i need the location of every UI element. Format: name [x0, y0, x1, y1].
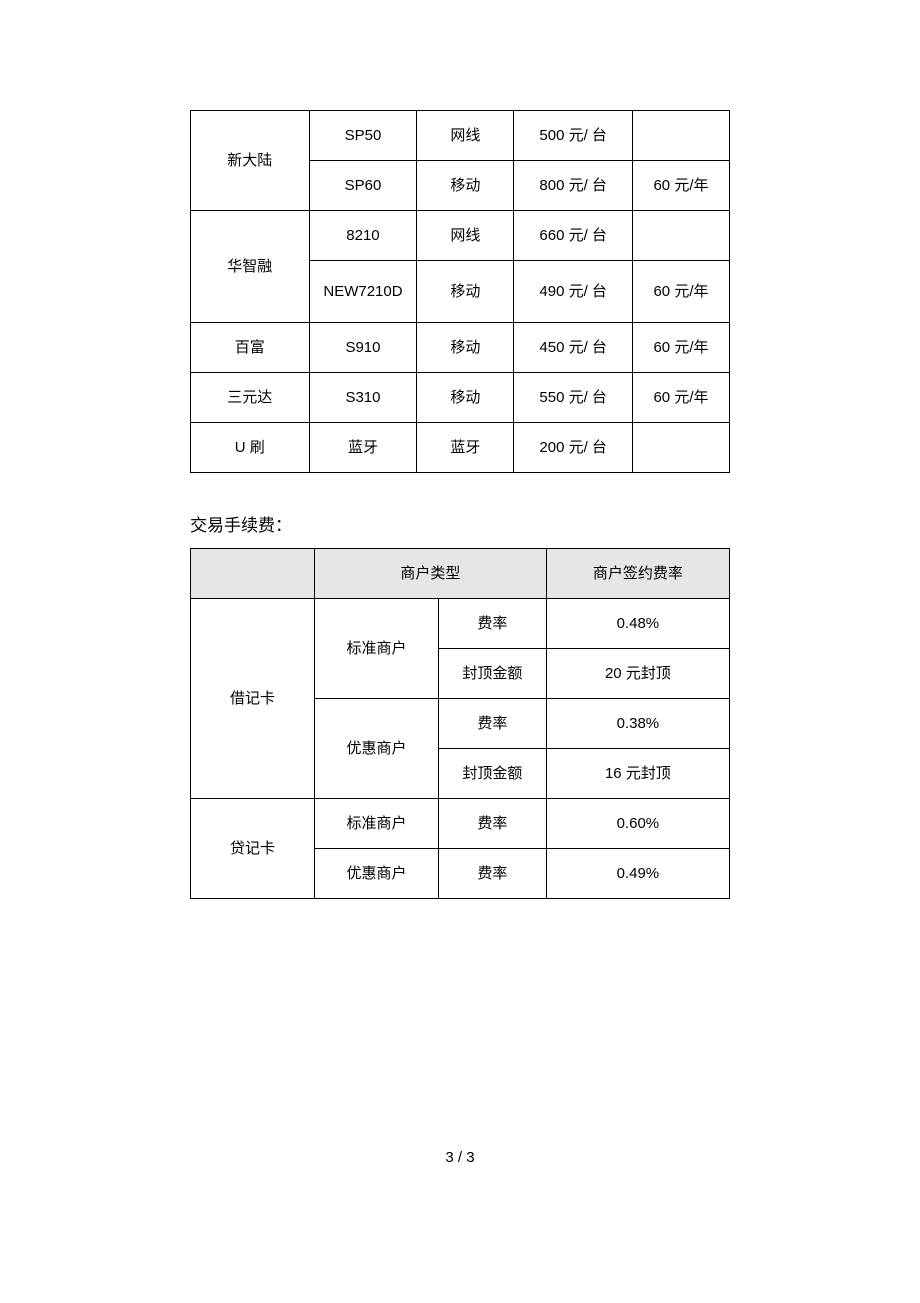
device-price-table: 新大陆SP50网线500 元/ 台SP60移动800 元/ 台60 元/年华智融… — [190, 110, 730, 473]
fee-row: 贷记卡标准商户费率0.60% — [191, 799, 730, 849]
model-cell: 8210 — [309, 211, 417, 261]
device-row: 三元达S310移动550 元/ 台60 元/年 — [191, 373, 730, 423]
fee-label-cell: 费率 — [438, 799, 546, 849]
fee-label-cell: 封顶金额 — [438, 649, 546, 699]
device-row: U 刷蓝牙蓝牙200 元/ 台 — [191, 423, 730, 473]
connection-cell: 移动 — [417, 323, 514, 373]
model-cell: S310 — [309, 373, 417, 423]
vendor-cell: 三元达 — [191, 373, 310, 423]
price-cell: 550 元/ 台 — [514, 373, 633, 423]
fee-value-cell: 0.48% — [546, 599, 729, 649]
fee-value-cell: 16 元封顶 — [546, 749, 729, 799]
model-cell: SP60 — [309, 161, 417, 211]
fee-value-cell: 20 元封顶 — [546, 649, 729, 699]
merchant-type-cell: 优惠商户 — [314, 849, 438, 899]
device-row: 华智融8210网线660 元/ 台 — [191, 211, 730, 261]
transaction-fee-title: 交易手续费： — [190, 511, 730, 536]
merchant-type-cell: 标准商户 — [314, 599, 438, 699]
fee-label-cell: 费率 — [438, 599, 546, 649]
device-row: 新大陆SP50网线500 元/ 台 — [191, 111, 730, 161]
connection-cell: 移动 — [417, 373, 514, 423]
vendor-cell: 百富 — [191, 323, 310, 373]
annual-fee-cell — [632, 211, 729, 261]
transaction-fee-table: 商户类型商户签约费率借记卡标准商户费率0.48%封顶金额20 元封顶优惠商户费率… — [190, 548, 730, 899]
connection-cell: 移动 — [417, 261, 514, 323]
annual-fee-cell: 60 元/年 — [632, 373, 729, 423]
fee-header-merchant-type: 商户类型 — [314, 549, 546, 599]
fee-value-cell: 0.60% — [546, 799, 729, 849]
fee-label-cell: 费率 — [438, 849, 546, 899]
price-cell: 200 元/ 台 — [514, 423, 633, 473]
fee-header-blank — [191, 549, 315, 599]
card-type-cell: 借记卡 — [191, 599, 315, 799]
fee-header-signed-rate: 商户签约费率 — [546, 549, 729, 599]
merchant-type-cell: 优惠商户 — [314, 699, 438, 799]
card-type-cell: 贷记卡 — [191, 799, 315, 899]
price-cell: 450 元/ 台 — [514, 323, 633, 373]
model-cell: 蓝牙 — [309, 423, 417, 473]
connection-cell: 蓝牙 — [417, 423, 514, 473]
annual-fee-cell — [632, 111, 729, 161]
price-cell: 800 元/ 台 — [514, 161, 633, 211]
fee-value-cell: 0.49% — [546, 849, 729, 899]
model-cell: S910 — [309, 323, 417, 373]
price-cell: 500 元/ 台 — [514, 111, 633, 161]
annual-fee-cell: 60 元/年 — [632, 161, 729, 211]
connection-cell: 移动 — [417, 161, 514, 211]
annual-fee-cell — [632, 423, 729, 473]
fee-value-cell: 0.38% — [546, 699, 729, 749]
connection-cell: 网线 — [417, 211, 514, 261]
fee-row: 借记卡标准商户费率0.48% — [191, 599, 730, 649]
annual-fee-cell: 60 元/年 — [632, 323, 729, 373]
merchant-type-cell: 标准商户 — [314, 799, 438, 849]
vendor-cell: U 刷 — [191, 423, 310, 473]
fee-label-cell: 封顶金额 — [438, 749, 546, 799]
fee-header-row: 商户类型商户签约费率 — [191, 549, 730, 599]
vendor-cell: 华智融 — [191, 211, 310, 323]
model-cell: SP50 — [309, 111, 417, 161]
connection-cell: 网线 — [417, 111, 514, 161]
page-number: 3 / 3 — [190, 1149, 730, 1166]
model-cell: NEW7210D — [309, 261, 417, 323]
vendor-cell: 新大陆 — [191, 111, 310, 211]
price-cell: 660 元/ 台 — [514, 211, 633, 261]
fee-label-cell: 费率 — [438, 699, 546, 749]
device-row: 百富S910移动450 元/ 台60 元/年 — [191, 323, 730, 373]
price-cell: 490 元/ 台 — [514, 261, 633, 323]
annual-fee-cell: 60 元/年 — [632, 261, 729, 323]
